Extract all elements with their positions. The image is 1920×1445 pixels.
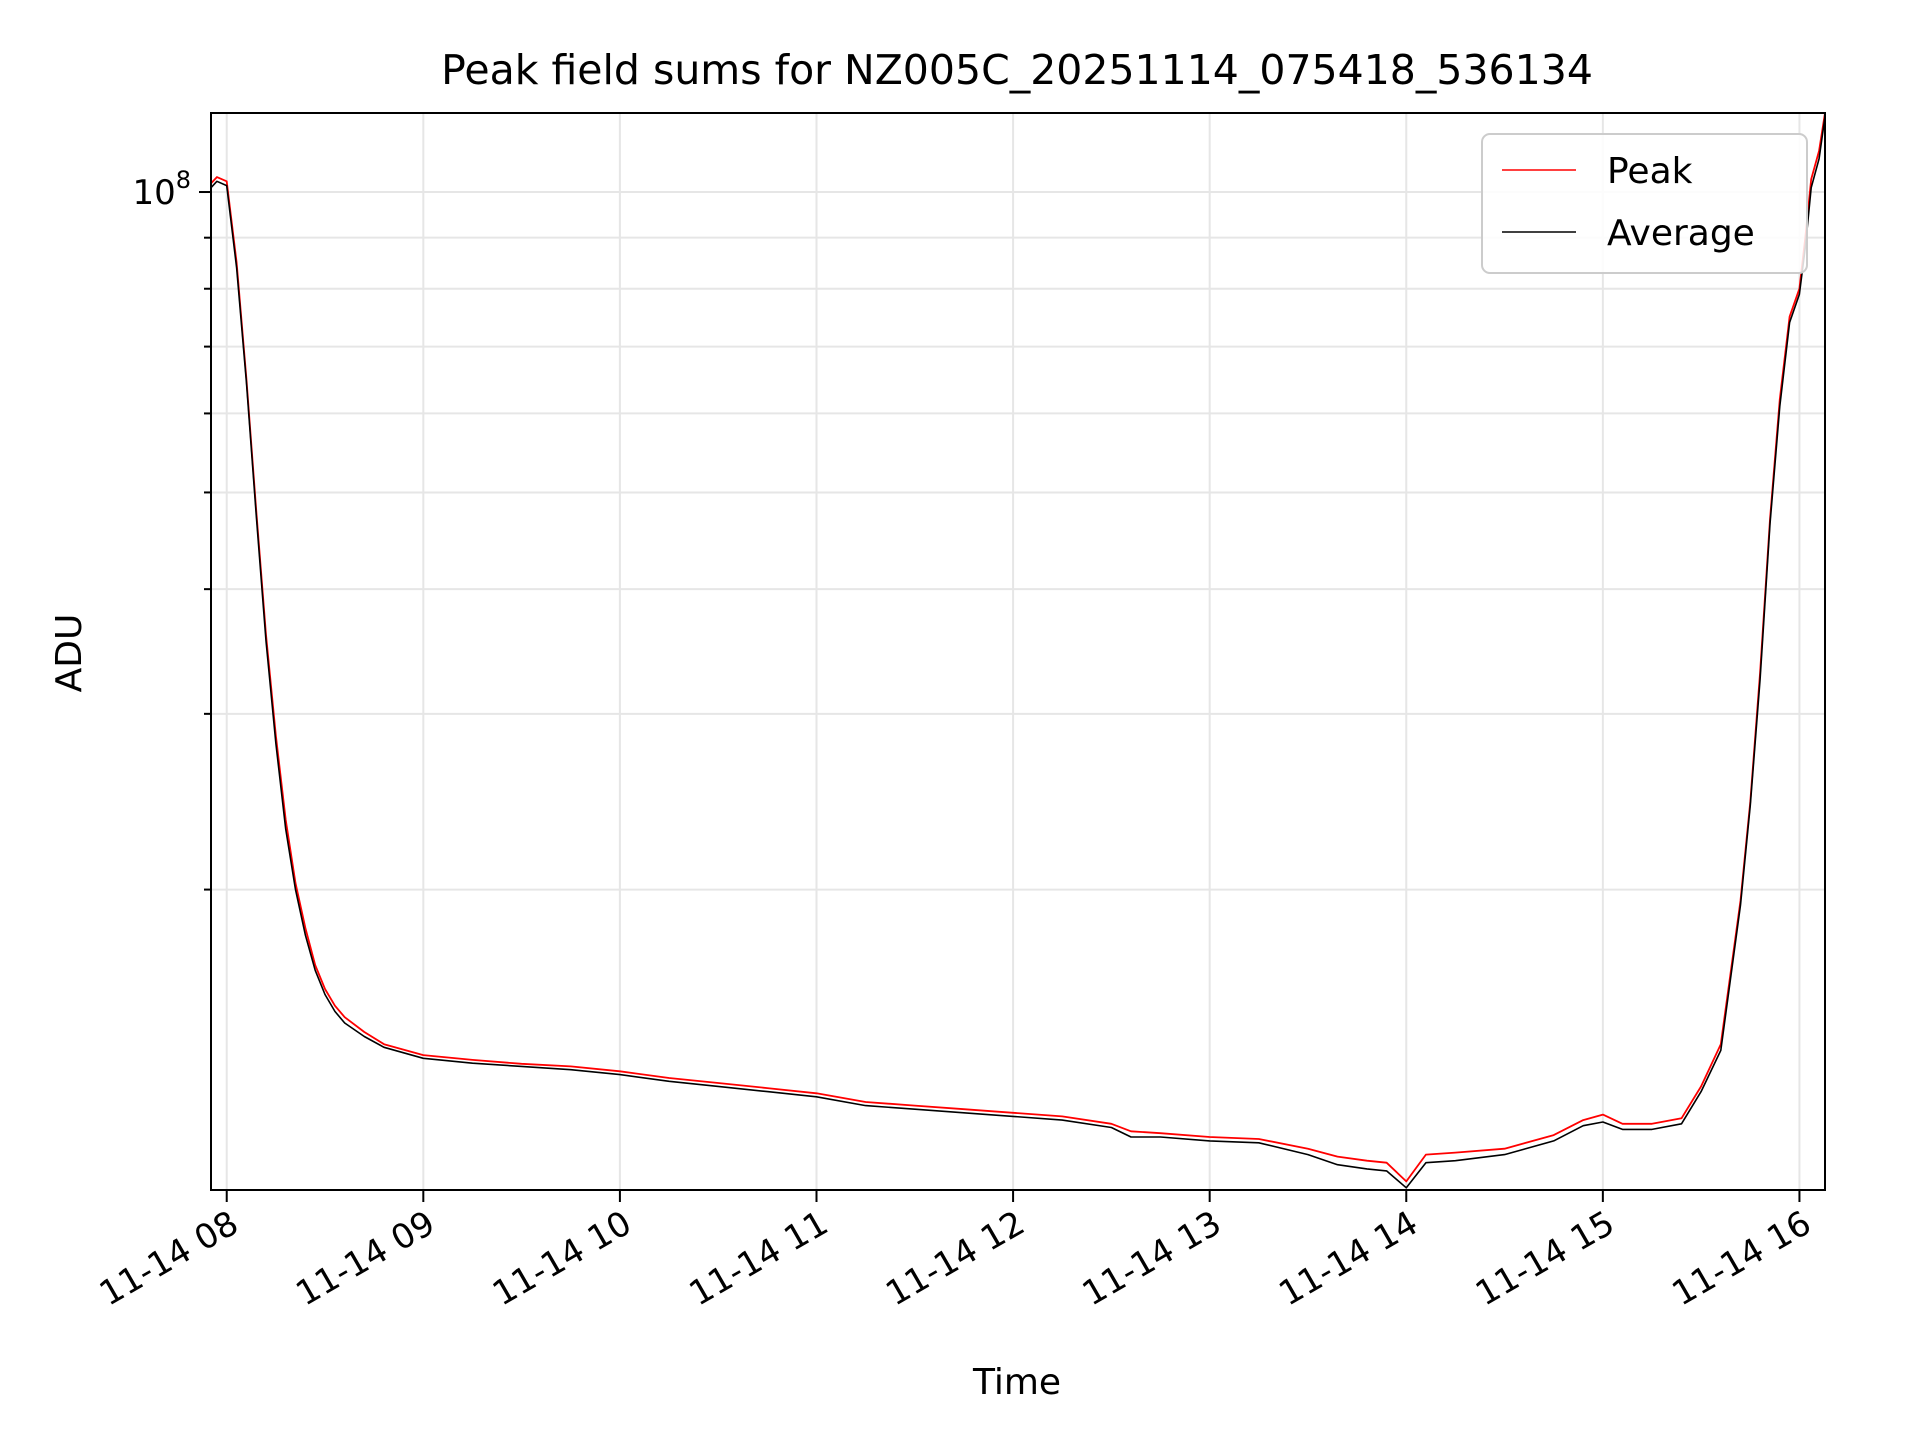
plot-frame	[210, 112, 1826, 1191]
chart-title: Peak field sums for NZ005C_20251114_0754…	[441, 46, 1593, 94]
x-axis-label: Time	[972, 1362, 1061, 1403]
y-tick-label: 108	[132, 166, 191, 213]
legend-label-peak: Peak	[1607, 151, 1693, 192]
y-axis-label: ADU	[49, 614, 90, 693]
series-line-average	[210, 116, 1826, 1189]
series-layer	[210, 112, 1826, 1189]
legend-box	[1481, 133, 1808, 274]
legend-label-average: Average	[1607, 213, 1755, 254]
legend: Peak Average	[1481, 133, 1808, 274]
